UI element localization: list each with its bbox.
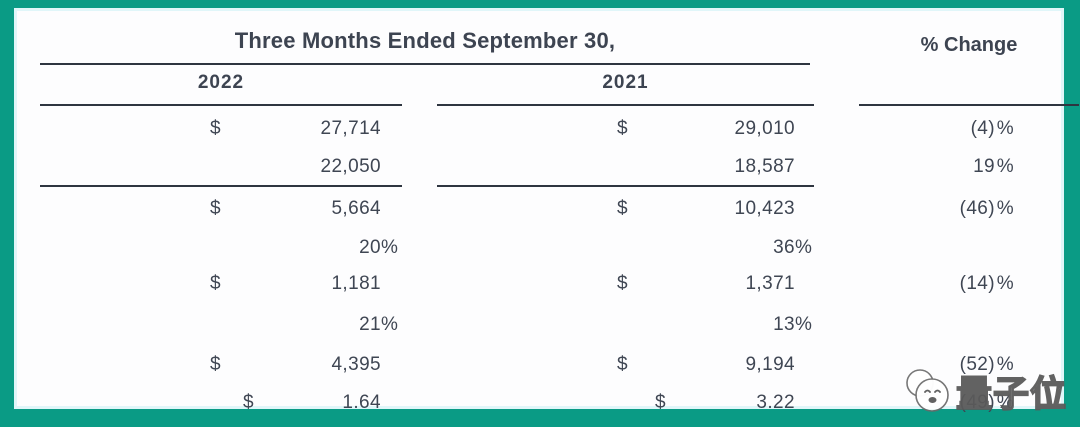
amount: 13	[773, 314, 795, 335]
amount: 1,181	[331, 273, 381, 294]
table-row: $5,664 $10,423 (46)%	[17, 196, 1080, 222]
dollar-sign: $	[617, 273, 628, 294]
amount: (46)	[959, 198, 995, 219]
amount: 3.22	[756, 392, 795, 413]
amount: 18,587	[734, 156, 795, 177]
amount: 21	[359, 314, 381, 335]
amount: 1,371	[745, 273, 795, 294]
value-2022: 20%	[210, 235, 398, 261]
watermark-text: 量子位	[955, 372, 1068, 415]
table-row: 20% 36%	[17, 235, 1080, 261]
value-2021: $3.22	[617, 390, 812, 416]
column-header-2021: 2021	[602, 72, 649, 93]
amount: 27,714	[320, 118, 381, 139]
table-row: $27,714 $29,010 (4)%	[17, 116, 1080, 142]
percent-sign: %	[381, 237, 399, 258]
percent-sign: %	[795, 314, 813, 335]
value-2021: $9,194	[617, 352, 812, 378]
pct-change-value: (4)%	[867, 116, 1014, 142]
amount: (52)	[959, 354, 995, 375]
value-2021: 36%	[617, 235, 812, 261]
amount: 19	[973, 156, 995, 177]
pct-change-value	[867, 312, 1014, 338]
amount: 29,010	[734, 118, 795, 139]
table-row: $4,395 $9,194 (52)%	[17, 352, 1080, 378]
percent-sign: %	[996, 354, 1014, 375]
amount: 9,194	[745, 354, 795, 375]
pct-change-value	[867, 235, 1014, 261]
percent-sign: %	[795, 237, 813, 258]
amount: 1.64	[342, 392, 381, 413]
percent-sign: %	[996, 156, 1014, 177]
rule-group-2022	[40, 185, 402, 187]
value-2021: $1,371	[617, 271, 812, 297]
rule-group-2021	[437, 185, 814, 187]
value-2021: 13%	[617, 312, 812, 338]
percent-sign: %	[996, 118, 1014, 139]
amount: (14)	[959, 273, 995, 294]
percent-sign: %	[996, 273, 1014, 294]
column-header-2022: 2022	[197, 72, 245, 93]
percent-sign: %	[381, 314, 399, 335]
amount: 36	[773, 237, 795, 258]
value-2022: $1,181	[210, 271, 398, 297]
value-2022: 21%	[210, 312, 398, 338]
dollar-sign: $	[617, 198, 628, 219]
table-row: $1,181 $1,371 (14)%	[17, 271, 1080, 297]
percent-sign: %	[996, 198, 1014, 219]
table-row: 21% 13%	[17, 312, 1080, 338]
value-2022: 22,050	[210, 154, 398, 180]
percent-sign: %	[996, 392, 1014, 413]
dollar-sign: $	[617, 354, 628, 375]
amount: (49)	[959, 392, 995, 413]
value-2022: $1.64	[210, 390, 398, 416]
dollar-sign: $	[210, 198, 221, 219]
pct-change-value: (14)%	[867, 271, 1014, 297]
amount: 5,664	[331, 198, 381, 219]
qbitai-mascot-icon	[906, 368, 949, 412]
table-row: 22,050 18,587 19%	[17, 154, 1080, 180]
table-title: Three Months Ended September 30,	[234, 28, 616, 53]
table-sheet: Three Months Ended September 30, % Chang…	[14, 8, 1079, 414]
amount: 10,423	[734, 198, 795, 219]
value-2022: $4,395	[210, 352, 398, 378]
dollar-sign: $	[210, 273, 221, 294]
rule-under-2022	[40, 104, 402, 106]
dollar-sign: $	[655, 392, 666, 413]
qbitai-watermark: 量子位	[902, 363, 1077, 418]
pct-change-header: % Change	[920, 34, 1018, 56]
amount: (4)	[970, 118, 995, 139]
amount: 20	[359, 237, 381, 258]
value-2022: $27,714	[210, 116, 398, 142]
table-row: $1.64 $3.22 (49)%	[17, 390, 1080, 416]
rule-under-2021	[437, 104, 814, 106]
pct-change-value: (46)%	[867, 196, 1014, 222]
amount: 22,050	[320, 156, 381, 177]
dollar-sign: $	[243, 392, 254, 413]
pct-change-value: 19%	[867, 154, 1014, 180]
dollar-sign: $	[617, 118, 628, 139]
value-2021: 18,587	[617, 154, 812, 180]
dollar-sign: $	[210, 354, 221, 375]
value-2021: $29,010	[617, 116, 812, 142]
value-2022: $5,664	[210, 196, 398, 222]
amount: 4,395	[331, 354, 381, 375]
rule-under-title	[40, 63, 810, 65]
pct-change-value: (49)%	[867, 390, 1014, 416]
dollar-sign: $	[210, 118, 221, 139]
value-2021: $10,423	[617, 196, 812, 222]
pct-change-value: (52)%	[867, 352, 1014, 378]
rule-under-pct-change	[859, 104, 1079, 106]
